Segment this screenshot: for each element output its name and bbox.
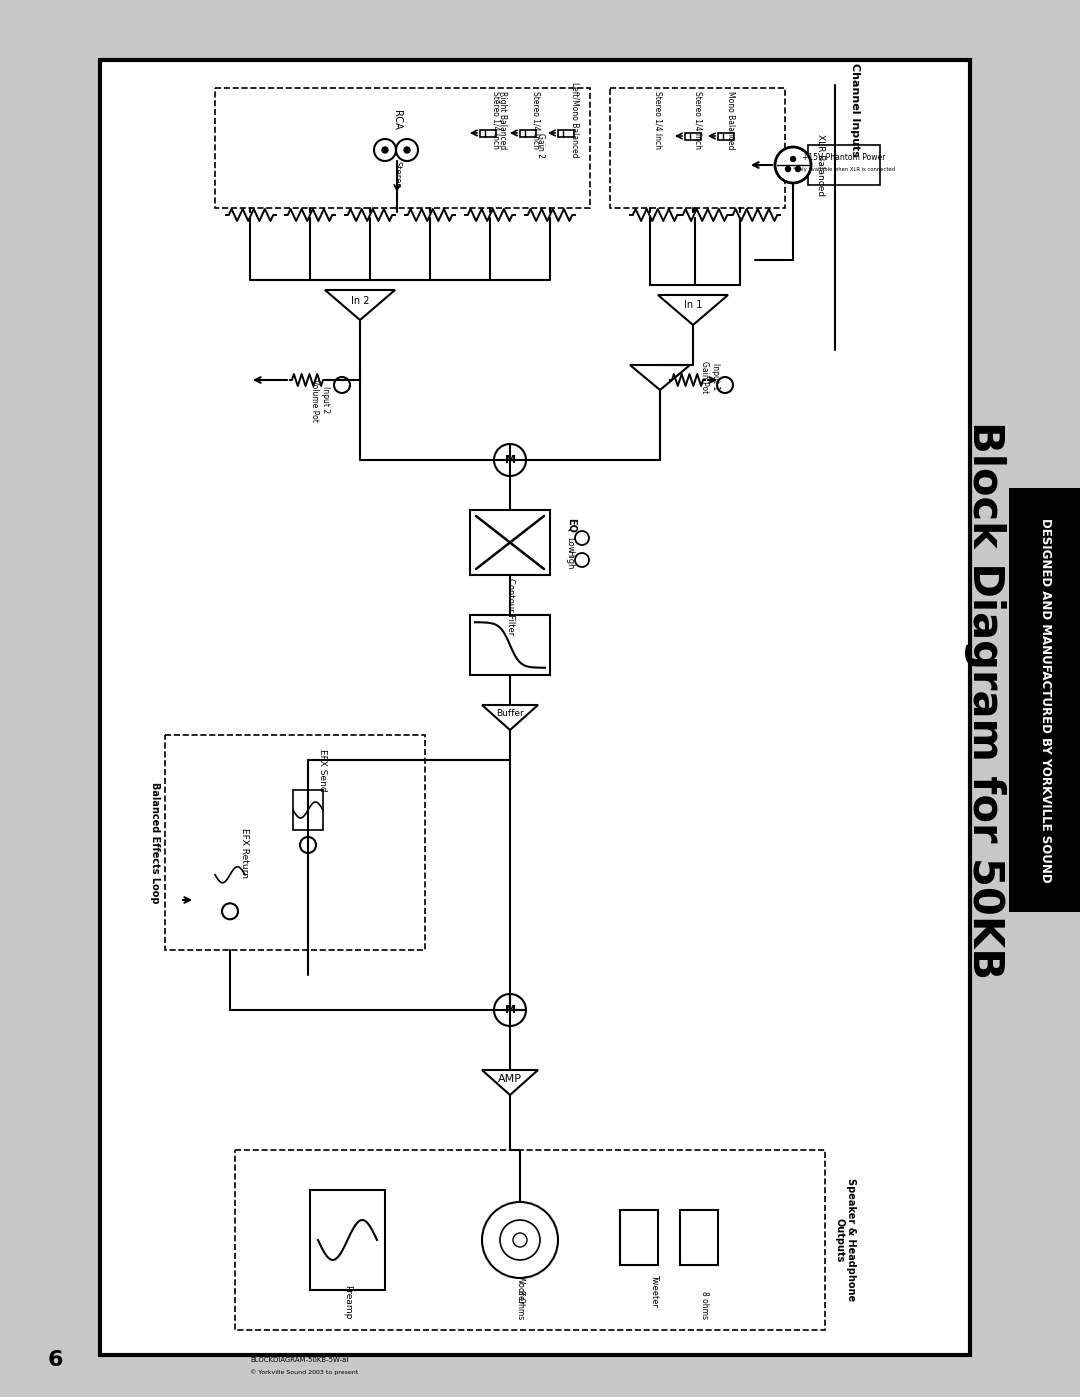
Text: Mono Balanced: Mono Balanced [726,91,734,149]
Text: Balanced Effects Loop: Balanced Effects Loop [150,782,160,904]
Circle shape [404,147,410,154]
Bar [680,1210,718,1266]
Circle shape [513,1234,527,1248]
Circle shape [494,995,526,1025]
Polygon shape [482,705,538,731]
Text: In 2: In 2 [351,296,369,306]
Circle shape [300,837,316,854]
Circle shape [717,377,733,393]
Text: 8 ohms: 8 ohms [701,1291,710,1319]
Bar [685,133,701,140]
Text: Speaker & Headphone
Outputs: Speaker & Headphone Outputs [834,1179,855,1302]
Text: High: High [566,550,575,570]
Text: Contour Filter: Contour Filter [505,578,514,636]
Text: In 1: In 1 [684,300,702,310]
Circle shape [791,156,796,162]
Bar [718,133,734,140]
Text: EQ: EQ [567,517,577,532]
Circle shape [396,138,418,161]
Text: EFX Send: EFX Send [319,749,327,791]
Bar [235,1150,825,1330]
Text: 6: 6 [48,1350,63,1370]
Text: Tweeter: Tweeter [650,1274,660,1306]
Bar [558,130,573,137]
Text: Input 2
Volume Pot: Input 2 Volume Pot [310,379,329,422]
Text: EFX Return: EFX Return [241,828,249,879]
Circle shape [575,553,589,567]
Text: 8 Ohms: 8 Ohms [515,1291,525,1320]
Text: Woofer: Woofer [515,1275,525,1305]
Text: +15V Phantom Power: +15V Phantom Power [802,154,886,162]
Text: Stereo 1/4 Inch: Stereo 1/4 Inch [531,91,540,149]
Circle shape [482,1201,558,1278]
Text: © Yorkville Sound 2003 to present: © Yorkville Sound 2003 to present [249,1369,359,1375]
Circle shape [575,531,589,545]
Circle shape [222,904,238,919]
Text: Input 1
Gain Pot: Input 1 Gain Pot [700,360,719,393]
Text: AMP: AMP [498,1074,522,1084]
Text: XLR Balanced: XLR Balanced [815,134,824,196]
Text: Right Balanced: Right Balanced [498,91,507,149]
Polygon shape [482,1070,538,1095]
Circle shape [382,147,388,154]
Text: Stereo 1/4 Inch: Stereo 1/4 Inch [693,91,702,149]
Bar [519,130,536,137]
Text: Gain 2: Gain 2 [536,133,544,158]
Text: *only available when XLR is connected: *only available when XLR is connected [793,168,895,172]
Text: M: M [504,455,515,465]
Bar [470,510,550,576]
Text: Buffer: Buffer [496,710,524,718]
Text: Low: Low [566,536,575,553]
Text: M: M [504,1004,515,1016]
Polygon shape [325,291,395,320]
Bar [165,735,426,950]
Polygon shape [658,295,728,326]
Circle shape [494,444,526,476]
Circle shape [500,1220,540,1260]
Text: DESIGNED AND MANUFACTURED BY YORKVILLE SOUND: DESIGNED AND MANUFACTURED BY YORKVILLE S… [1039,518,1052,883]
Text: Channel Inputs: Channel Inputs [850,63,860,156]
Bar [620,1210,658,1266]
Bar [100,60,970,1355]
Bar [480,130,496,137]
Circle shape [796,166,800,172]
Polygon shape [630,365,690,390]
Text: BLOCKDIAGRAM-50KB-5W-al: BLOCKDIAGRAM-50KB-5W-al [249,1356,349,1363]
Bar [310,1190,384,1289]
Circle shape [374,138,396,161]
Bar [215,88,590,208]
Text: Stereo 1/4 Inch: Stereo 1/4 Inch [653,91,662,149]
Circle shape [785,166,791,172]
Bar [610,88,785,208]
Text: Block Diagram for 50KB: Block Diagram for 50KB [964,420,1005,979]
Text: Preamp: Preamp [343,1285,352,1319]
Text: Left/Mono Balanced: Left/Mono Balanced [570,82,580,158]
Text: Stereo 1/4 Inch: Stereo 1/4 Inch [491,91,500,149]
Circle shape [775,147,811,183]
Text: Stereo: Stereo [392,161,402,189]
Bar [470,615,550,675]
Text: RCA: RCA [392,110,402,130]
Bar [808,145,880,184]
Circle shape [334,377,350,393]
